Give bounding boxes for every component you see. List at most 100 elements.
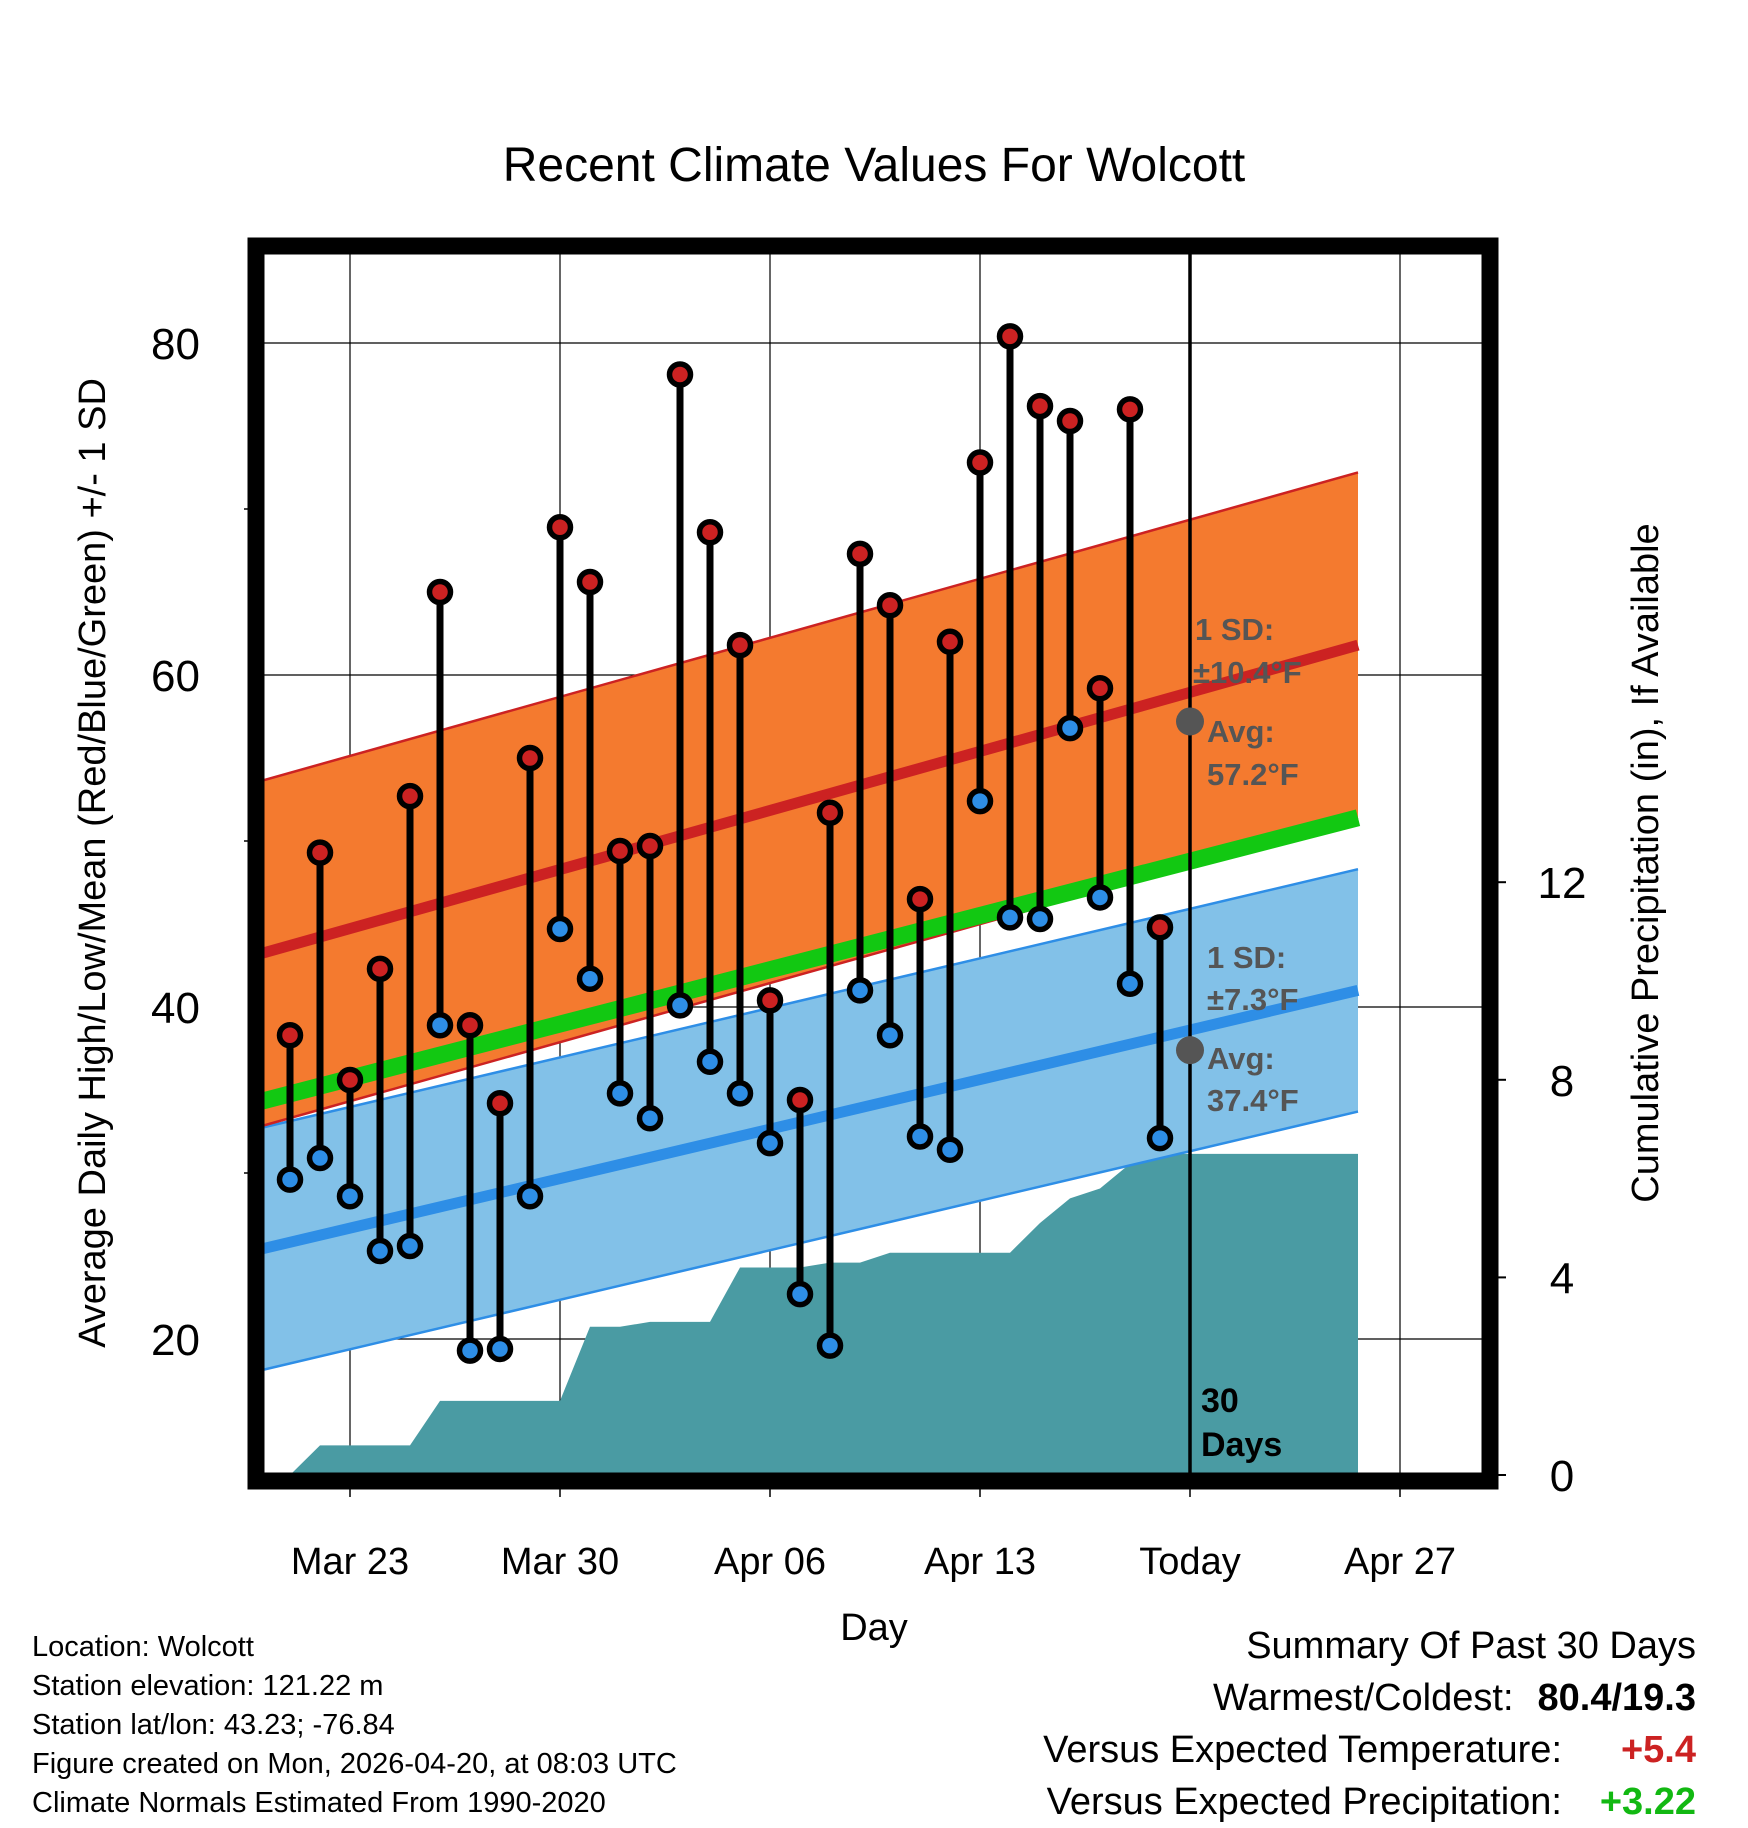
- high-point: [1086, 675, 1114, 702]
- low-sd-label: 1 SD:: [1207, 940, 1286, 975]
- low-point: [546, 915, 574, 943]
- days-unit-label: Days: [1201, 1426, 1282, 1464]
- high-point: [1056, 407, 1084, 435]
- low-average-line: [262, 985, 1360, 1255]
- x-tick-label: Apr 27: [1344, 1541, 1456, 1583]
- low-point: [366, 1237, 394, 1265]
- high-avg-value: 57.2°F: [1207, 757, 1299, 792]
- low-avg-label: Avg:: [1207, 1041, 1275, 1076]
- x-tick-label: Apr 06: [714, 1541, 826, 1583]
- low-point: [936, 1136, 964, 1164]
- low-point: [336, 1182, 364, 1210]
- low-avg-value: 37.4°F: [1207, 1083, 1299, 1118]
- high-point: [846, 540, 874, 568]
- summary-title: Summary Of Past 30 Days: [1246, 1625, 1696, 1667]
- low-band-lower-edge: [262, 1110, 1359, 1372]
- created-text: Figure created on Mon, 2026-04-20, at 08…: [32, 1748, 677, 1780]
- low-point: [966, 787, 994, 815]
- summary-panel: Summary Of Past 30 Days Warmest/Coldest:…: [1043, 1620, 1696, 1828]
- high-point: [756, 987, 784, 1014]
- station-info: Location: Wolcott Station elevation: 121…: [32, 1628, 677, 1823]
- high-point: [726, 631, 754, 659]
- warmest-label: Warmest/Coldest:: [1212, 1677, 1514, 1719]
- y2-axis-label: Cumulative Precipitation (in), If Availa…: [1625, 523, 1667, 1202]
- summary-precip-row: Versus Expected Precipitation: +3.22: [1043, 1776, 1696, 1828]
- low-point: [876, 1021, 904, 1049]
- high-point: [816, 799, 844, 827]
- precip-area: [290, 1153, 1358, 1475]
- high-point: [606, 837, 634, 865]
- low-point: [306, 1144, 334, 1172]
- high-point: [576, 568, 604, 596]
- low-point: [636, 1104, 664, 1132]
- y2-tick-label: 4: [1550, 1254, 1574, 1303]
- location-text: Location: Wolcott: [32, 1631, 254, 1663]
- low-point: [576, 965, 604, 993]
- temp-label: Versus Expected Temperature:: [1043, 1729, 1562, 1771]
- warmest-value: 80.4/19.3: [1537, 1677, 1696, 1719]
- high-sd-label: 1 SD:: [1195, 612, 1274, 647]
- high-point: [1026, 392, 1054, 420]
- high-point: [636, 832, 664, 860]
- high-point: [666, 361, 694, 388]
- low-point: [456, 1337, 484, 1364]
- high-point: [396, 782, 424, 810]
- y-tick-label: 40: [151, 984, 200, 1033]
- summary-temp-row: Versus Expected Temperature: +5.4: [1043, 1724, 1696, 1776]
- high-point: [306, 839, 334, 866]
- low-point: [696, 1048, 724, 1076]
- y-tick-label: 60: [151, 652, 200, 701]
- low-point: [486, 1335, 514, 1363]
- low-point: [1056, 714, 1084, 742]
- y-tick-label: 20: [151, 1316, 200, 1365]
- low-point: [726, 1080, 754, 1107]
- high-point: [1116, 396, 1144, 423]
- x-axis-label: Day: [840, 1607, 908, 1649]
- high-point: [786, 1086, 814, 1114]
- low-sd-value: ±7.3°F: [1207, 982, 1298, 1017]
- high-point: [456, 1012, 484, 1039]
- x-tick-label: Mar 30: [501, 1541, 619, 1583]
- elevation-text: Station elevation: 121.22 m: [32, 1670, 384, 1702]
- low-point: [516, 1182, 544, 1210]
- low-point: [276, 1166, 304, 1193]
- plot-frame: [247, 237, 1499, 1490]
- high-point: [696, 518, 724, 546]
- low-avg-marker: [1176, 1036, 1204, 1065]
- low-point: [846, 977, 874, 1004]
- y2-tick-label: 12: [1538, 859, 1587, 908]
- x-tick-label: Mar 23: [291, 1541, 409, 1583]
- x-tick-label: Today: [1139, 1541, 1240, 1583]
- high-point: [426, 578, 454, 606]
- chart-title: Recent Climate Values For Wolcott: [503, 139, 1246, 192]
- high-point: [336, 1066, 364, 1094]
- plot-area: 1 SD: ±10.4°F Avg: 57.2°F 1 SD: ±7.3°F Avg: 37.…: [262, 252, 1484, 1475]
- high-avg-label: Avg:: [1207, 714, 1275, 749]
- normals-text: Climate Normals Estimated From 1990-2020: [32, 1787, 606, 1819]
- low-point: [1116, 970, 1144, 998]
- high-point: [906, 885, 934, 913]
- x-tick-label: Apr 13: [924, 1541, 1036, 1583]
- mean-normal-line: [262, 809, 1361, 1110]
- low-point: [666, 992, 694, 1019]
- precip-label: Versus Expected Precipitation:: [1046, 1781, 1562, 1823]
- high-point: [486, 1090, 514, 1117]
- low-point: [786, 1280, 814, 1308]
- low-point: [426, 1012, 454, 1039]
- summary-warmest-row: Warmest/Coldest: 80.4/19.3: [1043, 1672, 1696, 1724]
- low-point: [756, 1129, 784, 1157]
- low-point: [996, 904, 1024, 931]
- latlon-text: Station lat/lon: 43.23; -76.84: [32, 1709, 395, 1741]
- high-point: [366, 955, 394, 983]
- high-point: [936, 628, 964, 656]
- high-point: [876, 592, 904, 619]
- low-band-upper-edge: [262, 868, 1359, 1129]
- low-point: [1146, 1124, 1174, 1152]
- low-point: [1086, 884, 1114, 911]
- high-sd-value: ±10.4°F: [1193, 655, 1302, 690]
- days-count-label: 30: [1201, 1382, 1239, 1420]
- low-point: [606, 1080, 634, 1107]
- y2-tick-label: 8: [1550, 1057, 1574, 1106]
- high-point: [996, 323, 1024, 350]
